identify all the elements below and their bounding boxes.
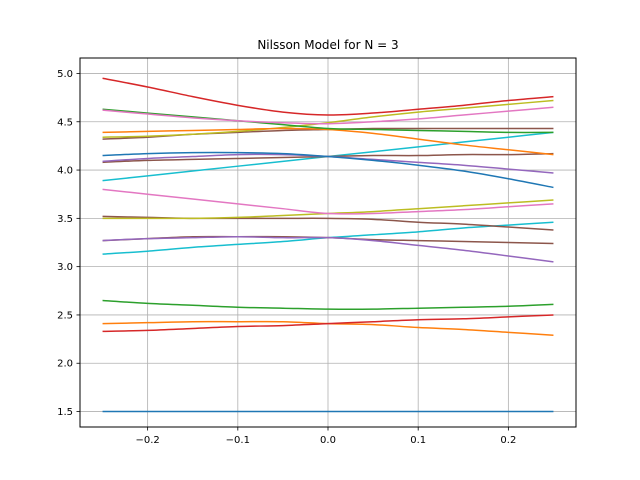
x-axis: −0.2 −0.1 0.0 0.1 0.2 [135, 427, 516, 446]
series-line-9 [102, 188, 554, 215]
series-line-19 [102, 77, 554, 116]
x-tick-label: 0.2 [500, 435, 516, 446]
series-layer [102, 77, 554, 413]
y-tick-label: 5.0 [57, 69, 73, 80]
series-line-18 [102, 106, 554, 125]
y-tick-label: 2.0 [57, 359, 73, 370]
chart-title: Nilsson Model for N = 3 [257, 38, 398, 52]
x-tick-label: −0.2 [135, 435, 159, 446]
series-line-13 [102, 151, 554, 189]
series-line-2 [102, 314, 554, 333]
series-line-16 [102, 127, 554, 156]
x-tick-label: 0.1 [410, 435, 426, 446]
y-tick-label: 2.5 [57, 310, 73, 321]
y-tick-label: 4.0 [57, 166, 73, 177]
y-tick-label: 4.5 [57, 117, 73, 128]
series-line-17 [102, 108, 554, 134]
x-tick-label: 0.0 [320, 435, 336, 446]
y-axis: 1.5 2.0 2.5 3.0 3.5 4.0 4.5 5.0 [57, 69, 80, 418]
x-tick-label: −0.1 [226, 435, 250, 446]
y-tick-label: 3.5 [57, 214, 73, 225]
y-tick-label: 3.0 [57, 262, 73, 273]
series-line-3 [102, 299, 554, 311]
series-line-15 [102, 99, 554, 138]
y-tick-label: 1.5 [57, 407, 73, 418]
series-line-6 [102, 235, 554, 263]
